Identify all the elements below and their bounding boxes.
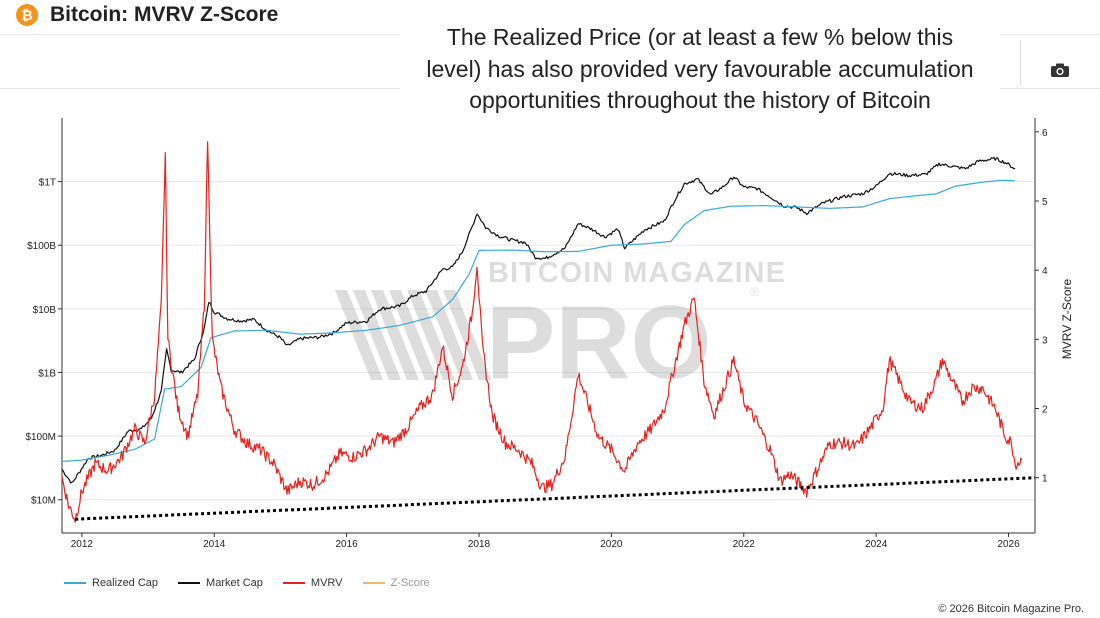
legend-swatch [282, 582, 305, 584]
legend-label: Z-Score [390, 577, 430, 589]
y-left-tick-label: $100B [27, 241, 56, 252]
watermark-stripe [443, 290, 491, 380]
bitcoin-icon: ₿ [16, 4, 38, 26]
y-right-tick-label: 2 [1042, 405, 1048, 416]
y-left-tick-label: $1B [38, 368, 56, 379]
annotation-line-2: level) has also provided very favourable… [426, 55, 974, 82]
watermark [335, 290, 491, 380]
toolbar-divider [1020, 40, 1021, 86]
camera-icon[interactable] [1050, 62, 1070, 78]
series-realized-cap-line [61, 179, 1016, 462]
legend-item-market-cap[interactable]: Market Cap [178, 577, 263, 589]
legend-label: Realized Cap [92, 577, 159, 589]
watermark-stripe [335, 290, 383, 380]
y-right-tick-label: 4 [1042, 266, 1048, 277]
watermark-stripe [353, 290, 401, 380]
y-right-axis-title: MVRV Z-Score [1060, 278, 1074, 360]
y-right-tick-label: 5 [1042, 197, 1048, 208]
watermark-stripe [407, 290, 455, 380]
x-tick-label: 2026 [997, 539, 1020, 550]
series-mvrv-line [61, 141, 1023, 523]
y-right-tick-label: 3 [1042, 335, 1048, 346]
x-tick-label: 2018 [468, 539, 491, 550]
legend-item-z-score[interactable]: Z-Score [362, 577, 430, 589]
x-tick-label: 2016 [335, 539, 358, 550]
legend-item-realized-cap[interactable]: Realized Cap [64, 577, 158, 589]
annotation-line-1: The Realized Price (or at least a few % … [446, 24, 954, 50]
x-tick-label: 2024 [865, 539, 888, 550]
watermark-text-bottom: PRO [486, 285, 711, 401]
watermark-stripe [389, 290, 437, 380]
y-right-tick-label: 1 [1042, 474, 1048, 485]
annotation-line-3: opportunities throughout the history of … [469, 87, 931, 113]
page-title: Bitcoin: MVRV Z-Score [50, 3, 279, 26]
y-left-tick-label: $100M [25, 432, 56, 443]
y-left-tick-label: $10M [31, 496, 56, 507]
series-market-cap-line [61, 156, 1016, 484]
legend-swatch [178, 582, 201, 584]
watermark-text-top: BITCOIN MAGAZINE [488, 257, 786, 289]
y-right-tick-label: 6 [1042, 128, 1048, 139]
legend-label: Market Cap [206, 577, 263, 589]
x-tick-label: 2020 [600, 539, 623, 550]
legend-label: MVRV [310, 577, 343, 589]
copyright-footer: © 2026 Bitcoin Magazine Pro. [938, 603, 1084, 615]
x-tick-label: 2022 [733, 539, 756, 550]
x-tick-label: 2012 [71, 539, 94, 550]
watermark-stripe [371, 290, 419, 380]
watermark-registered: ® [750, 285, 759, 299]
legend-swatch [362, 582, 385, 584]
y-left-tick-label: $10B [33, 305, 57, 316]
legend-item-mvrv[interactable]: MVRV [282, 577, 343, 589]
legend-swatch [64, 582, 86, 584]
y-left-tick-label: $1T [39, 178, 56, 189]
x-tick-label: 2014 [203, 539, 226, 550]
legend: Realized Cap Market Cap MVRV Z-Score [64, 574, 430, 592]
series-support-line-line [75, 476, 1036, 521]
annotation-box: The Realized Price (or at least a few % … [400, 22, 1000, 118]
